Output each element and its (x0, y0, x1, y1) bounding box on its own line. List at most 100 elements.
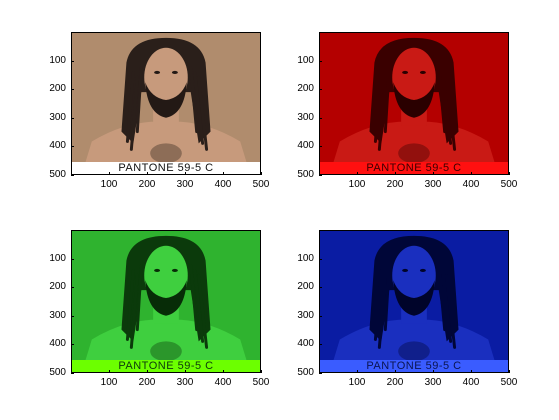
dreadlock-strand (129, 273, 139, 349)
y-tick-mark (71, 89, 74, 91)
chest-hair-shape (150, 341, 182, 362)
x-tick-label: 500 (500, 179, 518, 190)
dreadlock-strand (441, 268, 453, 343)
dreadlock-strand (437, 66, 447, 134)
right-eye-shape (171, 70, 178, 75)
x-tick-label: 200 (138, 377, 156, 388)
y-tick-mark (319, 287, 322, 289)
torso-shape (329, 319, 499, 372)
y-tick-label: 200 (297, 281, 314, 293)
y-tick-label: 500 (49, 367, 66, 378)
right-eye-shape (419, 70, 426, 75)
x-tick-mark (357, 172, 358, 175)
caption-bar: PANTONE 59-5 C (320, 360, 508, 372)
dreadlock-strand (125, 268, 135, 341)
x-tick-mark (185, 370, 186, 373)
y-tick-mark (319, 373, 322, 374)
chest-hair-shape (398, 341, 430, 362)
y-tick-label: 200 (297, 83, 314, 95)
x-tick-label: 300 (176, 377, 194, 388)
left-eye-shape (154, 268, 161, 273)
x-tick-label: 300 (424, 377, 442, 388)
dreadlock-strand (437, 264, 447, 332)
x-tick-label: 200 (386, 377, 404, 388)
y-tick-label: 400 (49, 338, 66, 350)
y-tick-label: 100 (297, 252, 314, 264)
caption-bar: PANTONE 59-5 C (320, 162, 508, 174)
y-tick-label: 100 (49, 54, 66, 66)
panel-red-channel: PANTONE 59-5 C 100 200 300 400 500 100 200 300 40… (297, 32, 517, 190)
dreadlock-strand (193, 70, 205, 145)
y-tick-mark (319, 315, 322, 317)
x-tick-mark (357, 370, 358, 373)
dreadlock-strand (129, 75, 139, 151)
dreadlock-strand (189, 264, 199, 332)
dreadlock-strand (197, 273, 209, 349)
portrait-image (81, 235, 251, 372)
dreadlock-strand (383, 66, 391, 134)
y-tick-mark (319, 175, 322, 176)
image-axes: PANTONE 59-5 C (71, 230, 261, 373)
y-tick-mark (71, 60, 74, 62)
dreadlock-strand (377, 75, 387, 151)
y-tick-label: 300 (297, 111, 314, 123)
image-axes: PANTONE 59-5 C (319, 230, 509, 373)
portrait-image (81, 37, 251, 174)
x-tick-label: 400 (214, 179, 232, 190)
beard-shape (145, 82, 187, 118)
dreadlock-strand (377, 273, 387, 349)
beard-shape (393, 82, 435, 118)
x-tick-mark (395, 370, 396, 373)
caption-text: PANTONE 59-5 C (366, 360, 462, 372)
x-tick-label: 500 (252, 377, 270, 388)
dreadlock-strand (135, 264, 143, 332)
x-tick-mark (395, 172, 396, 175)
y-tick-mark (319, 60, 322, 62)
y-tick-mark (71, 344, 74, 346)
caption-bar: PANTONE 59-5 C (72, 162, 260, 174)
portrait-image (329, 235, 499, 372)
face-shape (392, 245, 436, 305)
y-tick-mark (71, 373, 74, 374)
x-tick-mark (109, 370, 110, 373)
x-tick-mark (147, 370, 148, 373)
x-tick-mark (471, 172, 472, 175)
y-tick-mark (71, 117, 74, 119)
y-tick-mark (319, 117, 322, 119)
image-axes: PANTONE 59-5 C (319, 32, 509, 175)
panel-green-channel: PANTONE 59-5 C 100 200 300 400 500 100 200 300 40… (49, 230, 269, 388)
image-axes: PANTONE 59-5 C (71, 32, 261, 175)
dreadlock-strand (383, 264, 391, 332)
x-tick-mark (147, 172, 148, 175)
x-tick-label: 100 (100, 377, 118, 388)
x-tick-label: 400 (462, 377, 480, 388)
y-tick-label: 200 (49, 83, 66, 95)
y-tick-label: 300 (297, 309, 314, 321)
beard-shape (393, 280, 435, 316)
x-tick-mark (223, 172, 224, 175)
x-tick-label: 400 (214, 377, 232, 388)
x-tick-label: 100 (348, 179, 366, 190)
torso-shape (81, 319, 251, 372)
y-tick-mark (71, 258, 74, 260)
x-tick-mark (471, 370, 472, 373)
torso-shape (329, 121, 499, 174)
x-tick-mark (509, 370, 510, 373)
face-shape (392, 47, 436, 107)
x-tick-label: 400 (462, 179, 480, 190)
y-tick-mark (71, 175, 74, 176)
y-tick-label: 100 (49, 252, 66, 264)
face-shape (144, 47, 188, 107)
x-tick-label: 500 (500, 377, 518, 388)
y-tick-mark (319, 258, 322, 260)
y-tick-label: 400 (297, 140, 314, 152)
dreadlock-strand (373, 70, 383, 143)
beard-shape (145, 280, 187, 316)
y-tick-mark (71, 146, 74, 148)
panel-original: PANTONE 59-5 C 100 200 300 400 500 100 200 300 40… (49, 32, 269, 190)
portrait-image (329, 37, 499, 174)
y-tick-label: 300 (49, 309, 66, 321)
x-tick-mark (261, 370, 262, 373)
x-tick-mark (223, 370, 224, 373)
caption-text: PANTONE 59-5 C (118, 162, 214, 174)
